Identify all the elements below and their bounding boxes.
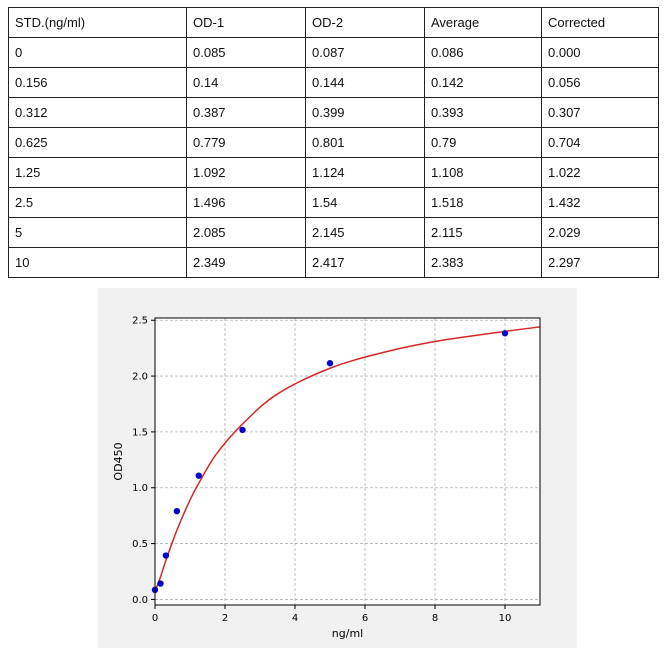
table-cell: 0.056 <box>541 67 659 98</box>
data-point <box>326 360 334 367</box>
y-ticks: 0.0 0.5 1.0 1.5 2.0 2.5 <box>132 316 155 606</box>
data-point <box>162 552 170 559</box>
standard-curve-chart: 0 2 4 6 8 10 0.0 0.5 1.0 1.5 2.0 2.5 ng/ml OD450 <box>112 316 541 640</box>
data-point <box>501 330 509 337</box>
table-cell: 0.312 <box>8 97 187 128</box>
table-row: 0.156 0.14 0.144 0.142 0.056 <box>8 67 659 98</box>
table-header-cell: OD-1 <box>186 7 306 38</box>
data-point <box>173 507 181 515</box>
table-cell: 2.115 <box>424 217 542 248</box>
table-cell: 2.417 <box>305 247 425 278</box>
standard-table: STD.(ng/ml) OD-1 OD-2 Average Corrected 0 0.08… <box>8 7 659 278</box>
table-header-cell: OD-2 <box>305 7 425 38</box>
table-cell: 1.518 <box>424 187 542 218</box>
table-row: 10 2.349 2.417 2.383 2.297 <box>8 247 659 278</box>
x-tick-label: 6 <box>362 613 368 624</box>
table-cell: 2.085 <box>186 217 306 248</box>
plot-panel: 0 2 4 6 8 10 0.0 0.5 1.0 1.5 2.0 2.5 ng/ml OD450 <box>98 288 577 648</box>
table-cell: 2.297 <box>541 247 659 278</box>
data-point <box>239 426 246 434</box>
table-cell: 5 <box>8 217 187 248</box>
table-cell: 0.086 <box>424 37 542 68</box>
table-cell: 0.085 <box>186 37 306 68</box>
table-header-cell: Corrected <box>541 7 659 38</box>
x-ticks: 0 2 4 6 8 10 <box>152 605 512 624</box>
data-points <box>151 330 509 594</box>
table-cell: 0.142 <box>424 67 542 98</box>
table-cell: 0.399 <box>305 97 425 128</box>
table-cell: 0.779 <box>186 127 306 158</box>
table-cell: 0.393 <box>424 97 542 128</box>
x-axis-label: ng/ml <box>332 627 363 640</box>
table-cell: 0.387 <box>186 97 306 128</box>
table-cell: 0.704 <box>541 127 659 158</box>
grid-lines <box>154 318 540 605</box>
y-tick-label: 1.5 <box>132 427 148 438</box>
y-axis-label: OD450 <box>112 442 125 480</box>
x-tick-label: 4 <box>292 613 298 624</box>
table-cell: 0.156 <box>8 67 187 98</box>
table-row: 0.312 0.387 0.399 0.393 0.307 <box>8 97 659 128</box>
x-tick-label: 0 <box>152 613 158 624</box>
table-cell: 1.432 <box>541 187 659 218</box>
table-cell: 0.000 <box>541 37 659 68</box>
table-cell: 0 <box>8 37 187 68</box>
table-cell: 2.349 <box>186 247 306 278</box>
table-cell: 2.145 <box>305 217 425 248</box>
data-point <box>195 472 202 479</box>
table-cell: 1.108 <box>424 157 542 188</box>
table-cell: 1.496 <box>186 187 306 218</box>
table-cell: 1.092 <box>186 157 306 188</box>
table-header-cell: Average <box>424 7 542 38</box>
table-cell: 0.801 <box>305 127 425 158</box>
y-tick-label: 0.0 <box>132 595 148 606</box>
table-cell: 0.79 <box>424 127 542 158</box>
table-row: 1.25 1.092 1.124 1.108 1.022 <box>8 157 659 188</box>
table-row: 0 0.085 0.087 0.086 0.000 <box>8 37 659 68</box>
y-tick-label: 1.0 <box>132 483 148 494</box>
table-cell: 1.54 <box>305 187 425 218</box>
y-tick-label: 2.5 <box>132 316 148 327</box>
table-cell: 0.144 <box>305 67 425 98</box>
table-header-row: STD.(ng/ml) OD-1 OD-2 Average Corrected <box>8 7 659 38</box>
table-cell: 0.14 <box>186 67 306 98</box>
x-tick-label: 2 <box>222 613 228 624</box>
table-cell: 0.307 <box>541 97 659 128</box>
table-cell: 1.022 <box>541 157 659 188</box>
table-row: 2.5 1.496 1.54 1.518 1.432 <box>8 187 659 218</box>
table-row: 5 2.085 2.145 2.115 2.029 <box>8 217 659 248</box>
table-header-cell: STD.(ng/ml) <box>8 7 187 38</box>
x-tick-label: 10 <box>499 613 512 624</box>
table-cell: 1.124 <box>305 157 425 188</box>
table-cell: 0.087 <box>305 37 425 68</box>
x-tick-label: 8 <box>432 613 438 624</box>
plot-frame <box>154 317 541 606</box>
y-tick-label: 0.5 <box>132 539 148 550</box>
data-point <box>157 580 164 587</box>
table-cell: 2.383 <box>424 247 542 278</box>
table-row: 0.625 0.779 0.801 0.79 0.704 <box>8 127 659 158</box>
table-cell: 1.25 <box>8 157 187 188</box>
table-cell: 10 <box>8 247 187 278</box>
table-cell: 2.5 <box>8 187 187 218</box>
table-cell: 0.625 <box>8 127 187 158</box>
plot-area <box>155 318 540 605</box>
y-tick-label: 2.0 <box>132 372 148 383</box>
table-cell: 2.029 <box>541 217 659 248</box>
